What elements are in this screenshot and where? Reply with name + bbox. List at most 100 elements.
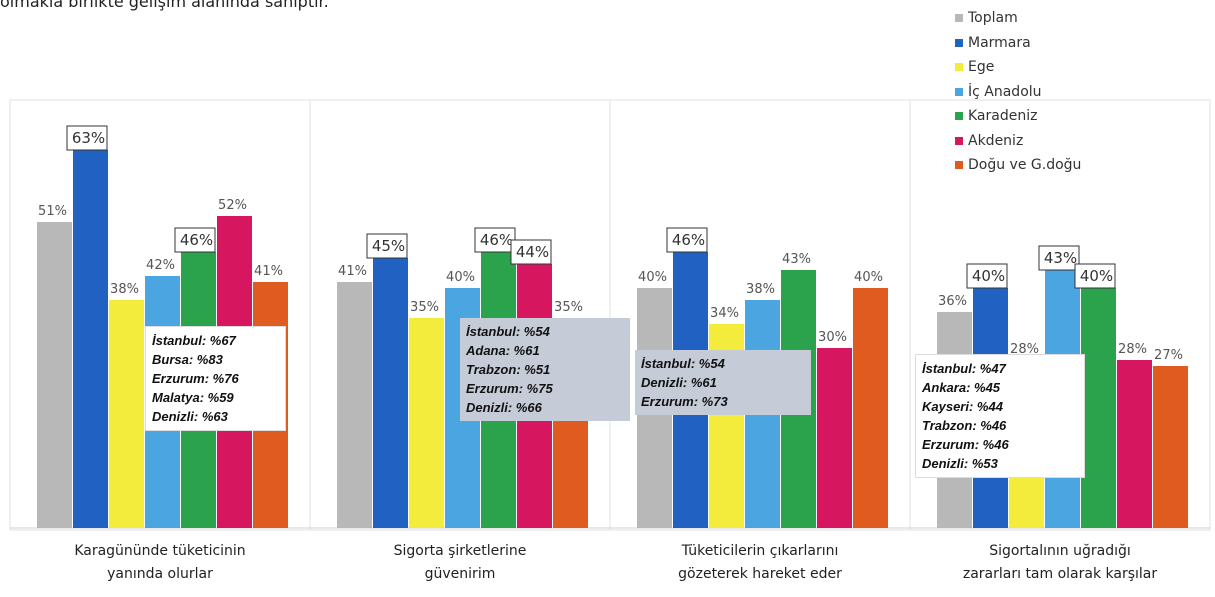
annotation: İstanbul: %54 Adana: %61 Trabzon: %51 Erzur… — [460, 318, 630, 421]
value-label: 28% — [1010, 342, 1039, 357]
value-label: 43% — [782, 252, 811, 267]
value-label: 40% — [972, 267, 1005, 285]
label-box — [1038, 245, 1080, 271]
label-box — [66, 125, 108, 151]
value-label: 27% — [1154, 348, 1183, 363]
legend-swatch — [955, 38, 963, 47]
legend-swatch — [955, 14, 963, 22]
annotation: İstanbul: %54 Denizli: %61 Erzurum: %73 — [635, 350, 811, 415]
label-box — [174, 227, 216, 253]
bar — [853, 288, 888, 528]
annotation-line: İstanbul: %67 — [152, 333, 236, 348]
bar — [109, 300, 144, 528]
value-label: 30% — [818, 330, 847, 345]
bar — [337, 282, 372, 528]
bar — [1117, 360, 1152, 528]
label-box — [1074, 263, 1116, 289]
annotation-line: Trabzon: %46 — [922, 418, 1007, 433]
value-label: 46% — [480, 231, 513, 249]
legend-item: İç Anadolu — [955, 80, 1081, 105]
value-label: 35% — [410, 300, 439, 315]
value-label: 43% — [1044, 249, 1077, 267]
legend: Toplam Marmara Ege İç Anadolu Karadeniz Akden… — [955, 6, 1081, 178]
value-label: 40% — [446, 270, 475, 285]
bar — [373, 258, 408, 528]
label-box — [666, 227, 708, 253]
annotation-line: Denizli: %63 — [152, 409, 228, 424]
legend-item: Doğu ve G.doğu — [955, 153, 1081, 178]
value-label: 46% — [672, 231, 705, 249]
annotation-line: Denizli: %66 — [466, 400, 542, 415]
legend-text: Doğu ve G.doğu — [968, 157, 1082, 173]
bar — [37, 222, 72, 528]
bar — [1081, 288, 1116, 528]
legend-text: Toplam — [968, 10, 1018, 26]
annotation-line: İstanbul: %54 — [641, 356, 725, 371]
value-label: 35% — [554, 300, 583, 315]
legend-text: Akdeniz — [968, 132, 1024, 149]
title: olmakla birlikte gelişim alanında sahipt… — [0, 0, 329, 11]
annotation-line: Denizli: %61 — [641, 375, 717, 390]
value-label: 28% — [1118, 342, 1147, 357]
bar — [409, 318, 444, 528]
value-label: 38% — [110, 282, 139, 297]
value-label: 40% — [854, 270, 883, 285]
value-label: 40% — [1080, 267, 1113, 285]
annotation-line: Bursa: %83 — [152, 352, 223, 367]
bar — [73, 150, 108, 528]
annotation-line: Denizli: %53 — [922, 456, 998, 471]
legend-swatch — [955, 161, 963, 169]
value-label: 38% — [746, 282, 775, 297]
value-label: 41% — [254, 264, 283, 279]
legend-swatch — [955, 63, 963, 71]
category-label: Tüketicilerin çıkarlarını gözeterek hare… — [678, 543, 842, 582]
label-box — [474, 227, 516, 253]
category-label: Sigorta şirketlerine güvenirim — [393, 543, 527, 582]
annotation-line: Ankara: %45 — [922, 380, 1001, 395]
value-label: 36% — [938, 294, 967, 309]
value-label: 42% — [146, 258, 175, 273]
value-label: 45% — [372, 237, 405, 255]
legend-item: Marmara — [955, 31, 1081, 56]
annotation-line: Erzurum: %75 — [466, 381, 553, 396]
value-label: 52% — [218, 198, 247, 213]
annotation-line: İstanbul: %54 — [466, 324, 550, 339]
legend-swatch — [955, 112, 963, 120]
annotation-line: Adana: %61 — [466, 343, 540, 358]
legend-item: Toplam — [955, 6, 1081, 31]
annotation-line: İstanbul: %47 — [922, 361, 1006, 376]
legend-swatch — [955, 87, 963, 96]
label-box — [366, 233, 408, 259]
annotation-line: Erzurum: %73 — [641, 394, 728, 409]
category-label: Karagününde tüketicinin yanında olurlar — [74, 543, 246, 582]
bar — [817, 348, 852, 528]
legend-text: İç Anadolu — [968, 83, 1042, 100]
annotation-line: Trabzon: %51 — [466, 362, 551, 377]
legend-item: Akdeniz — [955, 129, 1081, 154]
label-box — [510, 239, 552, 265]
category-label: Sigortalının uğradığı zararları tam olar… — [962, 543, 1158, 582]
legend-item: Karadeniz — [955, 104, 1081, 129]
value-label: 44% — [516, 243, 549, 261]
legend-text: Karadeniz — [968, 108, 1038, 124]
annotation: İstanbul: %47 Ankara: %45 Kayseri: %44 Trab… — [915, 354, 1085, 478]
value-label: 40% — [638, 270, 667, 285]
legend-text: Ege — [968, 59, 995, 75]
annotation-line: Malatya: %59 — [152, 390, 234, 405]
annotation: İstanbul: %67 Bursa: %83 Erzurum: %76 Malat… — [145, 326, 286, 431]
value-label: 46% — [180, 231, 213, 249]
value-label: 51% — [38, 204, 67, 219]
label-box — [966, 263, 1008, 289]
legend-text: Marmara — [968, 34, 1031, 51]
value-label: 34% — [710, 306, 739, 321]
value-label: 41% — [338, 264, 367, 279]
annotation-line: Erzurum: %76 — [152, 371, 239, 386]
bar — [1153, 366, 1188, 528]
legend-swatch — [955, 136, 963, 145]
legend-item: Ege — [955, 55, 1081, 80]
value-label: 63% — [72, 129, 105, 147]
annotation-line: Erzurum: %46 — [922, 437, 1009, 452]
annotation-line: Kayseri: %44 — [922, 399, 1003, 414]
